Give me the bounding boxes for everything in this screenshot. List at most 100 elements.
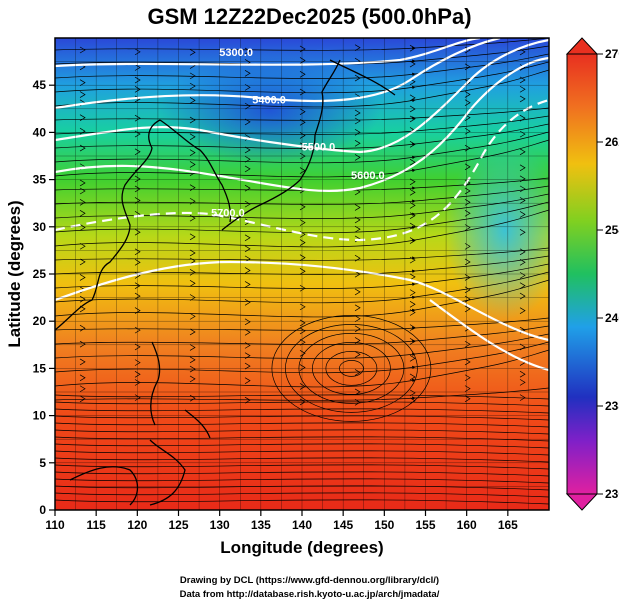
streamline-arrow xyxy=(409,189,416,196)
tropical-streamline xyxy=(55,443,549,449)
streamline-arrow xyxy=(519,64,526,71)
streamline-arrow xyxy=(189,279,196,287)
tropical-streamline xyxy=(55,422,549,428)
tropical-streamline xyxy=(55,415,549,421)
streamline-arrow xyxy=(354,315,361,323)
streamline-arrow xyxy=(299,267,306,275)
streamline xyxy=(55,325,549,345)
tropical-streamline xyxy=(55,429,549,435)
streamline-arrow xyxy=(354,225,361,233)
streamline-arrow xyxy=(299,364,306,371)
streamline-arrow xyxy=(134,359,141,366)
chart-title: GSM 12Z22Dec2025 (500.0hPa) xyxy=(147,4,472,29)
streamline-arrow xyxy=(134,76,141,84)
streamline xyxy=(55,53,549,79)
streamline-arrow xyxy=(409,309,416,316)
streamline-arrow xyxy=(409,44,416,52)
streamline-arrow xyxy=(244,362,251,370)
streamline-arrow xyxy=(299,284,306,292)
streamline-arrow xyxy=(79,114,86,121)
streamline-arrow xyxy=(299,254,306,261)
streamline xyxy=(55,209,549,248)
streamline-arrow xyxy=(299,70,306,78)
streamline-arrow xyxy=(134,370,141,378)
streamline-arrow xyxy=(354,254,361,262)
streamline-arrow xyxy=(299,108,306,116)
contour-label: 5300.0 xyxy=(219,47,253,59)
streamline xyxy=(55,263,549,289)
contour-5300 xyxy=(55,38,481,68)
contour-5600 xyxy=(55,56,549,193)
streamline-arrow xyxy=(299,57,306,64)
streamline-arrow xyxy=(244,184,251,192)
streamline xyxy=(55,341,549,374)
streamline-arrow xyxy=(409,115,416,123)
streamline-arrow xyxy=(189,313,196,320)
streamline-arrow xyxy=(409,373,416,381)
streamline-arrow xyxy=(299,88,306,96)
streamline xyxy=(55,131,549,164)
streamline-arrow xyxy=(409,60,416,68)
streamline-arrow xyxy=(519,307,526,314)
streamline-arrow xyxy=(189,249,196,257)
x-tick-label: 130 xyxy=(210,518,230,532)
streamline-arrow xyxy=(134,228,141,236)
streamline-arrow xyxy=(299,203,306,211)
streamline-arrow xyxy=(189,82,196,90)
streamline-arrow xyxy=(244,352,251,359)
tropical-streamline xyxy=(55,492,549,498)
streamline-arrow xyxy=(79,358,86,366)
streamline-arrow xyxy=(189,257,196,265)
streamline-arrow xyxy=(519,282,526,289)
streamline-arrow xyxy=(244,70,251,77)
streamline-arrow xyxy=(79,187,86,195)
contour-labels: 5300.0 5400.0 5500.0 5600.0 5700.0 xyxy=(211,47,385,219)
streamline-arrow xyxy=(79,79,86,86)
streamline-arrow xyxy=(409,237,416,244)
streamline-arrow xyxy=(134,307,141,314)
streamline-arrow xyxy=(354,304,361,312)
streamline xyxy=(55,247,549,261)
streamline-arrow xyxy=(79,209,86,217)
streamline-arrow xyxy=(519,148,526,156)
colorbar-top-triangle xyxy=(565,37,599,55)
streamline-arrow xyxy=(354,109,361,117)
streamline-arrow xyxy=(244,342,251,349)
streamline-arrow xyxy=(409,94,416,102)
streamline-arrow xyxy=(134,292,141,300)
streamline-arrow xyxy=(189,344,196,351)
streamline-arrow xyxy=(244,396,251,404)
streamline-arrow xyxy=(354,188,361,196)
streamline-arrow xyxy=(134,394,141,401)
streamline-arrow xyxy=(354,288,361,296)
streamline-arrow xyxy=(354,172,361,180)
streamline-arrow xyxy=(519,370,526,378)
streamline-arrow xyxy=(189,214,196,222)
x-tick-label: 160 xyxy=(457,518,477,532)
tropical-streamline xyxy=(55,408,549,414)
contour-5700 xyxy=(55,98,549,242)
streamline-arrow xyxy=(409,273,416,281)
streamline-arrow xyxy=(519,292,526,300)
streamline-arrow xyxy=(79,199,86,206)
streamline-arrow xyxy=(244,245,251,253)
streamline-arrow xyxy=(244,267,251,274)
streamline-arrow xyxy=(189,375,196,383)
streamline-arrow xyxy=(299,45,306,53)
streamline-arrow xyxy=(134,148,141,156)
y-axis-title: Latitude (degrees) xyxy=(5,200,24,347)
x-tick-label: 140 xyxy=(292,518,312,532)
streamline-arrow xyxy=(79,274,86,281)
contour-5500 xyxy=(55,38,549,154)
streamline xyxy=(55,107,549,121)
y-tick-label: 45 xyxy=(33,78,47,92)
streamline xyxy=(55,333,549,359)
streamline xyxy=(55,177,549,191)
tropical-streamline xyxy=(55,401,549,407)
tropical-streamline xyxy=(55,499,549,505)
streamline-arrow xyxy=(189,365,196,373)
streamline-arrow xyxy=(134,86,141,93)
streamline-arrow xyxy=(79,46,86,54)
x-axis-title: Longitude (degrees) xyxy=(220,538,383,557)
